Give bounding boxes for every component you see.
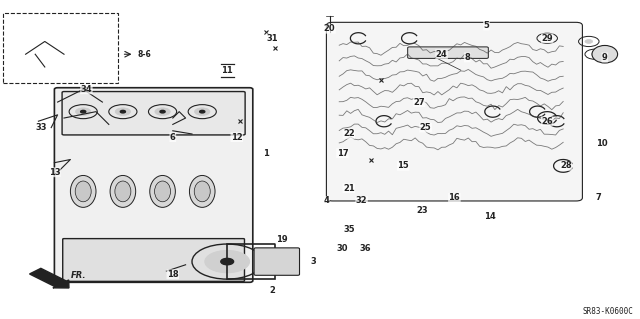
Text: 23: 23 — [417, 206, 428, 215]
Text: 9: 9 — [602, 53, 607, 62]
Text: 20: 20 — [324, 24, 335, 33]
Text: 5: 5 — [483, 21, 490, 30]
Text: 31: 31 — [266, 34, 278, 43]
Text: 4: 4 — [323, 197, 330, 205]
Ellipse shape — [155, 181, 170, 202]
Text: 10: 10 — [596, 139, 607, 148]
Bar — [3, 13, 118, 83]
Text: 22: 22 — [343, 130, 355, 138]
Text: 19: 19 — [276, 235, 287, 244]
Text: 35: 35 — [343, 225, 355, 234]
Text: FR.: FR. — [70, 271, 86, 279]
Text: 6: 6 — [170, 133, 176, 142]
Text: 12: 12 — [231, 133, 243, 142]
Text: 21: 21 — [343, 184, 355, 193]
Text: 16: 16 — [449, 193, 460, 202]
Text: 8-6: 8-6 — [138, 50, 151, 59]
Text: 13: 13 — [49, 168, 60, 177]
Circle shape — [221, 258, 234, 265]
Circle shape — [76, 108, 91, 115]
FancyBboxPatch shape — [62, 92, 245, 135]
Text: 32: 32 — [356, 197, 367, 205]
Text: 24: 24 — [436, 50, 447, 59]
Text: 15: 15 — [397, 161, 409, 170]
Text: 18: 18 — [167, 270, 179, 279]
Circle shape — [266, 257, 285, 266]
Ellipse shape — [592, 45, 618, 63]
Circle shape — [195, 108, 210, 115]
Ellipse shape — [76, 181, 92, 202]
FancyBboxPatch shape — [326, 22, 582, 201]
Text: 25: 25 — [420, 123, 431, 132]
Text: 27: 27 — [413, 98, 425, 107]
Ellipse shape — [110, 175, 136, 207]
Text: 14: 14 — [484, 212, 495, 221]
Circle shape — [81, 110, 86, 113]
Circle shape — [115, 108, 131, 115]
Ellipse shape — [150, 175, 175, 207]
FancyBboxPatch shape — [254, 248, 300, 275]
Text: 28: 28 — [561, 161, 572, 170]
FancyBboxPatch shape — [408, 47, 488, 58]
FancyBboxPatch shape — [54, 88, 253, 282]
Text: 3: 3 — [311, 257, 316, 266]
Circle shape — [200, 110, 205, 113]
FancyBboxPatch shape — [63, 239, 244, 281]
Text: 33: 33 — [36, 123, 47, 132]
Circle shape — [585, 40, 593, 43]
Text: 8: 8 — [465, 53, 470, 62]
Text: 36: 36 — [359, 244, 371, 253]
Text: 7: 7 — [596, 193, 601, 202]
Text: 30: 30 — [337, 244, 348, 253]
Circle shape — [543, 36, 551, 40]
Text: 26: 26 — [541, 117, 553, 126]
Ellipse shape — [189, 175, 215, 207]
Text: 11: 11 — [221, 66, 233, 75]
Ellipse shape — [115, 181, 131, 202]
Circle shape — [160, 110, 165, 113]
Text: 29: 29 — [541, 34, 553, 43]
Text: 34: 34 — [81, 85, 92, 94]
Text: 2: 2 — [269, 286, 275, 295]
Circle shape — [155, 108, 170, 115]
Text: 1: 1 — [262, 149, 269, 158]
Ellipse shape — [195, 181, 210, 202]
Circle shape — [120, 110, 125, 113]
Text: 17: 17 — [337, 149, 348, 158]
Circle shape — [591, 52, 599, 56]
Text: SR83-K0600C: SR83-K0600C — [583, 307, 634, 316]
FancyArrow shape — [29, 268, 69, 288]
Circle shape — [205, 250, 250, 273]
Ellipse shape — [70, 175, 96, 207]
